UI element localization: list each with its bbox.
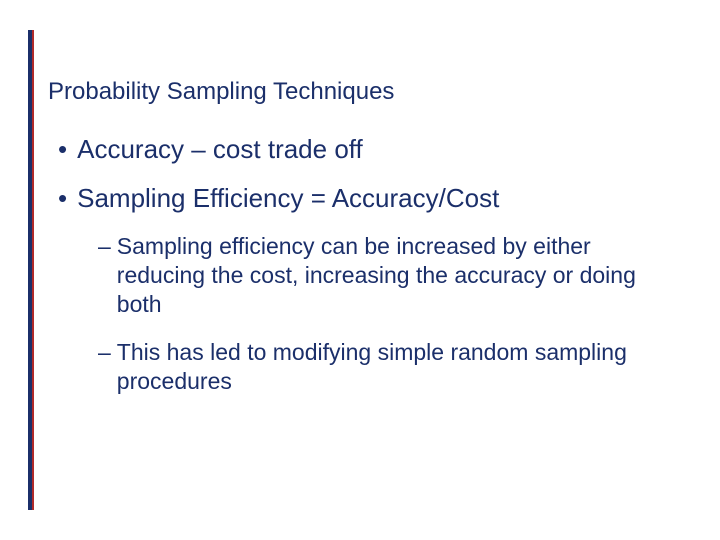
bullet-dot-icon: • — [58, 134, 67, 165]
bullet-dot-icon: • — [58, 183, 67, 214]
slide-title: Probability Sampling Techniques — [48, 78, 690, 106]
dash-icon: – — [98, 338, 111, 367]
dash-icon: – — [98, 232, 111, 261]
slide-content: Probability Sampling Techniques • Accura… — [48, 78, 690, 416]
sub-bullet-item: – Sampling efficiency can be increased b… — [98, 232, 680, 318]
sub-bullet-item: – This has led to modifying simple rando… — [98, 338, 680, 396]
bullet-item: • Sampling Efficiency = Accuracy/Cost — [58, 183, 690, 214]
bullet-item: • Accuracy – cost trade off — [58, 134, 690, 165]
left-accent-border — [28, 30, 34, 510]
border-red — [32, 30, 34, 510]
bullet-text: Sampling Efficiency = Accuracy/Cost — [77, 183, 499, 214]
bullet-text: Accuracy – cost trade off — [77, 134, 363, 165]
sub-bullet-text: Sampling efficiency can be increased by … — [117, 232, 680, 318]
sub-bullet-text: This has led to modifying simple random … — [117, 338, 680, 396]
